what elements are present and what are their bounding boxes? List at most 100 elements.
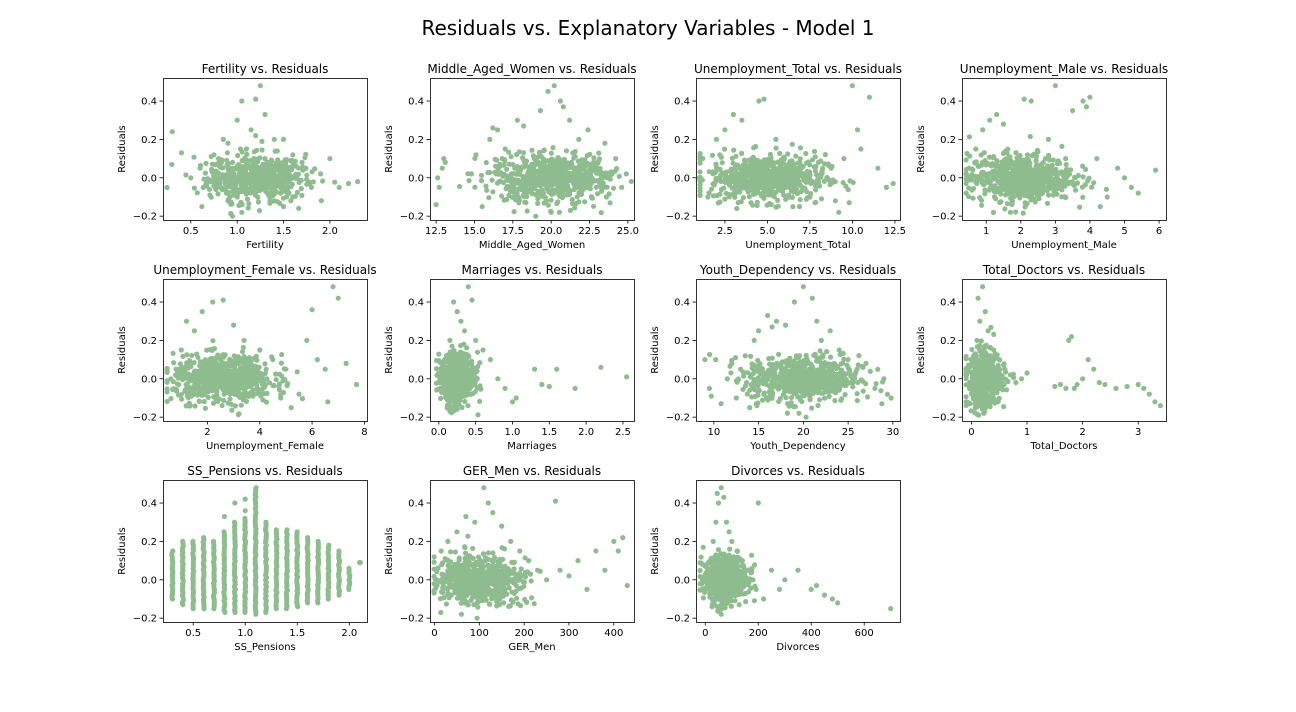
scatter-point (752, 393, 758, 400)
scatter-point (696, 175, 703, 181)
scatter-point (800, 284, 807, 290)
scatter-point (559, 176, 565, 182)
scatter-point (768, 155, 774, 161)
scatter-point (188, 392, 194, 398)
scatter-point (231, 353, 237, 359)
scatter-point (970, 195, 976, 201)
scatter-point (848, 373, 854, 379)
scatter-point (219, 159, 225, 165)
scatter-point (584, 153, 590, 159)
scatter-point (717, 174, 723, 180)
scatter-point (267, 169, 273, 175)
scatter-point (229, 201, 235, 207)
x-tick-label: 22.5 (578, 226, 600, 237)
scatter-point (248, 369, 255, 376)
scatter-point (1079, 184, 1085, 190)
scatter-point (730, 111, 737, 118)
scatter-point (737, 187, 743, 193)
scatter-point (460, 371, 466, 377)
scatter-point (273, 371, 279, 377)
scatter-point (836, 386, 843, 392)
axes-frame (430, 279, 635, 422)
scatter-point (517, 186, 523, 192)
scatter-point (854, 127, 861, 133)
scatter-point (251, 355, 257, 361)
y-tick-label: 0.4 (408, 298, 424, 309)
scatter-point (723, 190, 729, 196)
scatter-point (444, 353, 450, 359)
scatter-point (537, 183, 543, 189)
scatter-point (262, 370, 268, 376)
scatter-point (789, 141, 795, 147)
scatter-point (737, 178, 744, 185)
y-tick-label: −0.2 (932, 212, 956, 223)
scatter-point (203, 386, 209, 392)
scatter-point (982, 188, 988, 194)
scatter-point (765, 192, 771, 198)
scatter-point (1014, 178, 1020, 184)
scatter-point (282, 185, 288, 191)
scatter-point (229, 159, 236, 165)
scatter-point (299, 192, 305, 198)
scatter-point (227, 356, 233, 362)
scatter-point (1035, 149, 1041, 155)
scatter-point (211, 382, 217, 388)
scatter-point (229, 213, 236, 219)
scatter-point (598, 210, 604, 216)
scatter-point (813, 384, 819, 390)
scatter-point (495, 376, 501, 382)
scatter-point (490, 189, 496, 195)
scatter-point (1032, 167, 1038, 173)
scatter-point (556, 209, 563, 215)
scatter-point (707, 351, 713, 358)
scatter-point (280, 136, 287, 142)
scatter-point (1020, 172, 1026, 178)
y-tick-label: 0.2 (674, 336, 690, 347)
scatter-point (567, 170, 573, 177)
x-tick-label: 6 (1156, 226, 1162, 237)
scatter-point (493, 163, 499, 169)
scatter-point (814, 371, 820, 377)
scatter-point (697, 160, 703, 166)
scatter-point (502, 385, 508, 391)
x-tick-label: 7.5 (802, 226, 818, 237)
scatter-point (529, 191, 535, 197)
scatter-point (478, 172, 485, 178)
scatter-point (218, 384, 224, 390)
scatter-point (232, 403, 238, 409)
scatter-point (840, 379, 846, 385)
scatter-point (597, 170, 603, 176)
scatter-point (803, 150, 809, 157)
scatter-point (296, 391, 302, 397)
scatter-point (571, 186, 578, 192)
scatter-point (740, 163, 746, 169)
scatter-point (802, 185, 808, 191)
scatter-point (355, 179, 361, 185)
scatter-point (211, 152, 217, 158)
scatter-point (271, 191, 277, 197)
scatter-point (546, 383, 552, 390)
scatter-point (560, 157, 566, 163)
subplot-title: Unemployment_Male vs. Residuals (960, 62, 1168, 76)
scatter-point (447, 337, 453, 343)
scatter-point (987, 117, 993, 123)
scatter-point (468, 171, 474, 177)
scatter-point (577, 185, 583, 191)
scatter-point (242, 183, 248, 189)
y-tick-label: 0.2 (408, 336, 424, 347)
scatter-point (815, 177, 821, 183)
scatter-point (1020, 210, 1026, 216)
scatter-point (833, 390, 839, 396)
scatter-point (554, 159, 560, 165)
scatter-point (1072, 174, 1078, 180)
scatter-point (307, 180, 313, 186)
scatter-point (207, 359, 213, 365)
scatter-point (557, 98, 564, 104)
scatter-point (345, 180, 352, 187)
scatter-point (1063, 174, 1069, 181)
scatter-point (587, 186, 593, 192)
scatter-point (483, 183, 489, 189)
scatter-point (967, 153, 973, 159)
scatter-point (220, 352, 226, 358)
y-tick-label: 0.2 (408, 135, 424, 146)
